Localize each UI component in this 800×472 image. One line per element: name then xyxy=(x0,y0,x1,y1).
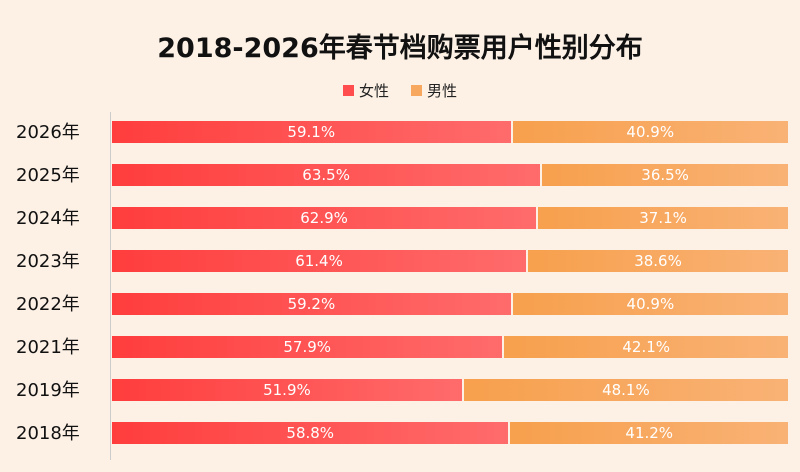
bar-row: 2021年 57.9% 42.1% xyxy=(0,336,800,360)
bar-row: 2024年 62.9% 37.1% xyxy=(0,207,800,231)
category-label: 2025年 xyxy=(16,165,80,186)
legend-swatch-female xyxy=(342,85,354,96)
legend-item-female[interactable]: 女性 xyxy=(342,80,389,101)
bar-female[interactable]: 51.9% xyxy=(112,379,462,401)
category-label: 2024年 xyxy=(16,208,80,229)
bar-row: 2019年 51.9% 48.1% xyxy=(0,379,800,403)
legend-label-female: 女性 xyxy=(358,82,389,100)
bar-row: 2026年 59.1% 40.9% xyxy=(0,121,800,145)
bar-male[interactable]: 38.6% xyxy=(528,250,788,272)
bar-female[interactable]: 58.8% xyxy=(112,422,509,444)
bar-male[interactable]: 42.1% xyxy=(504,336,788,358)
legend-swatch-male xyxy=(411,85,422,96)
bar-row: 2018年 58.8% 41.2% xyxy=(0,422,800,446)
category-label: 2023年 xyxy=(16,251,80,272)
category-label: 2019年 xyxy=(16,380,80,401)
bar-row: 2025年 63.5% 36.5% xyxy=(0,164,800,188)
category-label: 2022年 xyxy=(16,294,80,315)
y-axis-line xyxy=(110,112,111,460)
category-label: 2026年 xyxy=(16,122,80,143)
bar-male[interactable]: 37.1% xyxy=(538,207,788,229)
bar-female[interactable]: 63.5% xyxy=(112,164,541,186)
legend-label-male: 男性 xyxy=(427,82,458,100)
chart-title: 2018-2026年春节档购票用户性别分布 xyxy=(157,33,643,64)
bar-male[interactable]: 41.2% xyxy=(510,422,788,444)
category-label: 2018年 xyxy=(16,423,80,444)
category-label: 2021年 xyxy=(16,337,80,358)
bar-male[interactable]: 40.9% xyxy=(512,121,788,143)
bar-female[interactable]: 59.2% xyxy=(112,293,511,315)
bar-female[interactable]: 57.9% xyxy=(112,336,503,358)
bar-male[interactable]: 36.5% xyxy=(542,164,788,186)
bar-row: 2022年 59.2% 40.9% xyxy=(0,293,800,317)
bar-male[interactable]: 48.1% xyxy=(463,379,788,401)
bar-female[interactable]: 59.1% xyxy=(112,121,511,143)
bar-female[interactable]: 62.9% xyxy=(112,207,537,229)
bar-male[interactable]: 40.9% xyxy=(512,293,788,315)
bar-female[interactable]: 61.4% xyxy=(112,250,527,272)
bar-row: 2023年 61.4% 38.6% xyxy=(0,250,800,274)
legend: 女性 男性 xyxy=(0,80,800,101)
legend-item-male[interactable]: 男性 xyxy=(411,80,457,101)
